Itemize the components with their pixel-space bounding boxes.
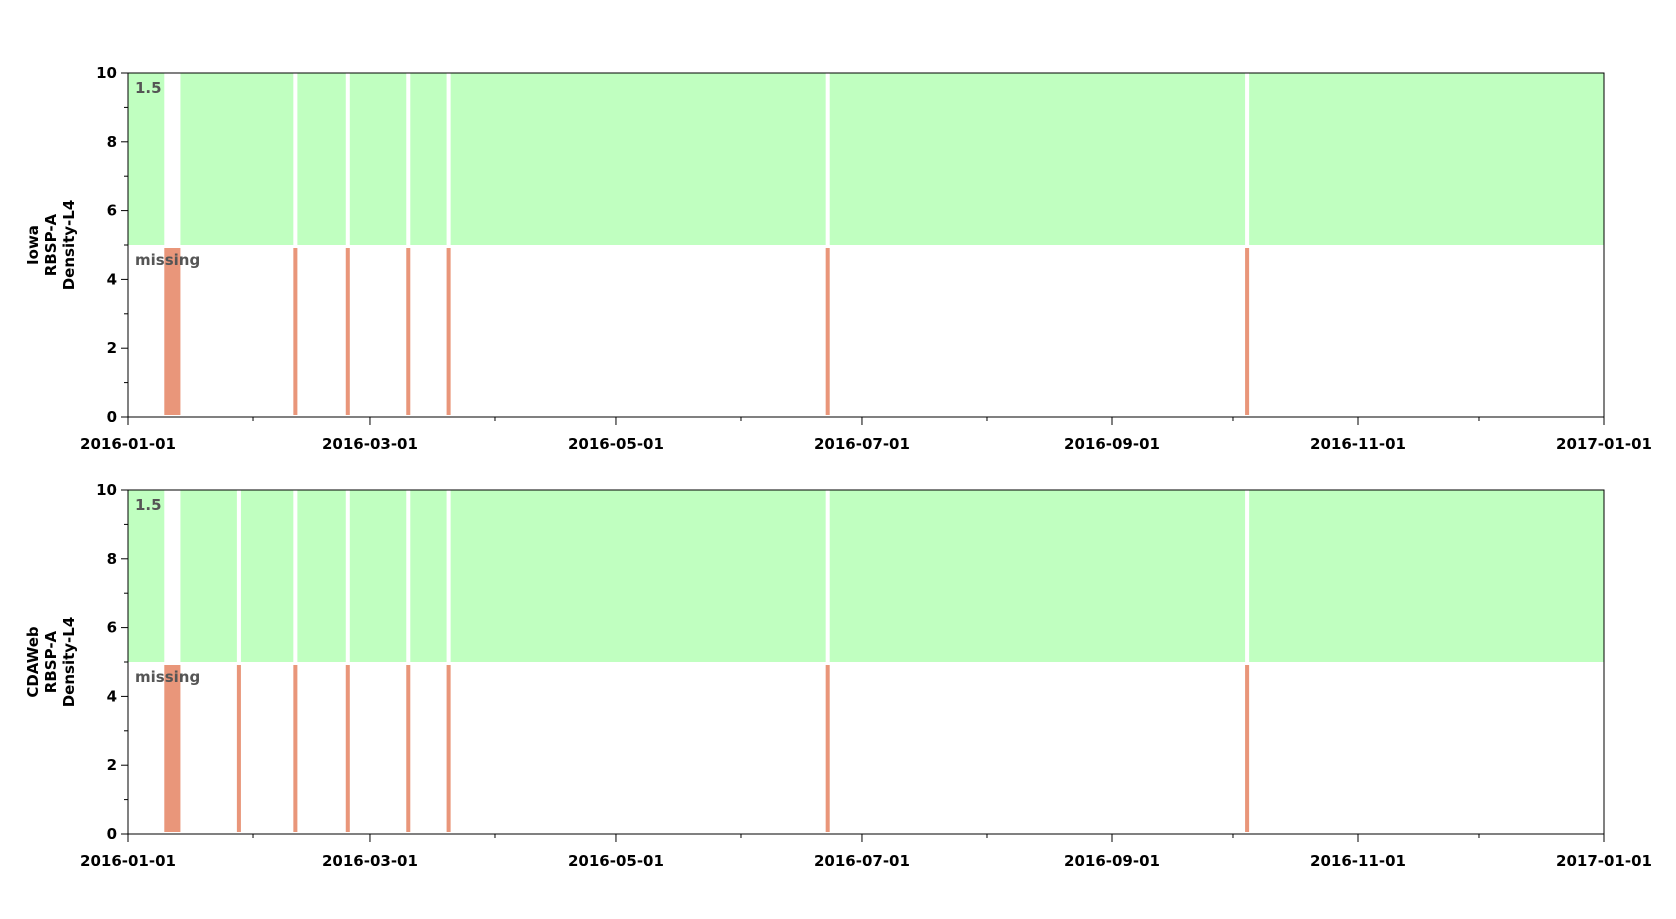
- missing-bar-4: [345, 665, 350, 832]
- gap-mark-2: [236, 490, 241, 662]
- gap-mark-6: [825, 73, 830, 245]
- y-tick-label: 0: [107, 825, 117, 843]
- band-label-upper: 1.5: [135, 496, 162, 514]
- x-tick-label: 2016-05-01: [568, 852, 664, 870]
- missing-bar-7: [1245, 248, 1250, 415]
- x-tick-label: 2016-11-01: [1310, 852, 1406, 870]
- gap-mark-1: [164, 490, 181, 662]
- x-tick-label: 2016-03-01: [322, 435, 418, 453]
- y-tick-label: 4: [107, 270, 117, 288]
- gap-mark-1: [164, 73, 181, 245]
- band-label-lower: missing: [135, 251, 200, 269]
- y-tick-label: 10: [96, 64, 117, 82]
- gap-mark-8: [1245, 490, 1250, 662]
- chart-panel-2: 0 2 4 6 8 10 2016-01-01 2016-03-01 2016-05-01 201…: [24, 481, 1652, 870]
- available-band: [128, 490, 1604, 662]
- gap-mark-3: [345, 73, 350, 245]
- x-tick-label: 2016-03-01: [322, 852, 418, 870]
- y-axis-label-line-2: RBSP-A: [42, 213, 60, 276]
- gap-mark-5: [446, 73, 451, 245]
- available-band: [128, 73, 1604, 245]
- missing-bar-7: [825, 665, 830, 832]
- gap-mark-2: [293, 73, 298, 245]
- chart-panel-1: 0 2 4 6 8 10 2016-01-01 2016-03-01 2016-05-01 201…: [24, 64, 1652, 453]
- gap-mark-7: [825, 490, 830, 662]
- y-axis-label-line-3: Density-L4: [60, 617, 78, 708]
- x-tick-label: 2016-07-01: [814, 852, 910, 870]
- missing-bar-2: [236, 665, 241, 832]
- y-tick-label: 8: [107, 133, 117, 151]
- band-label-upper: 1.5: [135, 79, 162, 97]
- x-tick-label: 2016-01-01: [80, 852, 176, 870]
- x-tick-label: 2016-11-01: [1310, 435, 1406, 453]
- y-tick-label: 8: [107, 550, 117, 568]
- y-axis-label-line-1: CDAWeb: [24, 626, 42, 698]
- y-axis-label-line-1: Iowa: [24, 225, 42, 265]
- y-tick-label: 10: [96, 481, 117, 499]
- gap-mark-6: [446, 490, 451, 662]
- y-tick-label: 6: [107, 202, 117, 220]
- gap-mark-4: [345, 490, 350, 662]
- x-tick-label: 2016-07-01: [814, 435, 910, 453]
- x-tick-label: 2016-05-01: [568, 435, 664, 453]
- band-label-lower: missing: [135, 668, 200, 686]
- y-axis-label-line-3: Density-L4: [60, 200, 78, 291]
- y-tick-label: 4: [107, 687, 117, 705]
- y-axis-label-line-2: RBSP-A: [42, 630, 60, 693]
- x-tick-label: 2016-09-01: [1064, 852, 1160, 870]
- gap-mark-4: [406, 73, 411, 245]
- missing-bar-3: [345, 248, 350, 415]
- y-tick-label: 2: [107, 339, 117, 357]
- x-tick-label: 2016-09-01: [1064, 435, 1160, 453]
- x-tick-label: 2016-01-01: [80, 435, 176, 453]
- missing-bar-5: [446, 248, 451, 415]
- y-tick-label: 6: [107, 619, 117, 637]
- gap-mark-5: [406, 490, 411, 662]
- missing-bar-1: [164, 248, 181, 415]
- missing-bar-5: [406, 665, 411, 832]
- y-tick-label: 2: [107, 756, 117, 774]
- gap-mark-3: [293, 490, 298, 662]
- missing-bar-4: [406, 248, 411, 415]
- missing-bar-1: [164, 665, 181, 832]
- x-tick-label: 2017-01-01: [1556, 852, 1652, 870]
- missing-bar-6: [825, 248, 830, 415]
- gap-mark-7: [1245, 73, 1250, 245]
- missing-bar-2: [293, 248, 298, 415]
- y-tick-label: 0: [107, 408, 117, 426]
- missing-bar-3: [293, 665, 298, 832]
- x-tick-label: 2017-01-01: [1556, 435, 1652, 453]
- missing-bar-8: [1245, 665, 1250, 832]
- missing-bar-6: [446, 665, 451, 832]
